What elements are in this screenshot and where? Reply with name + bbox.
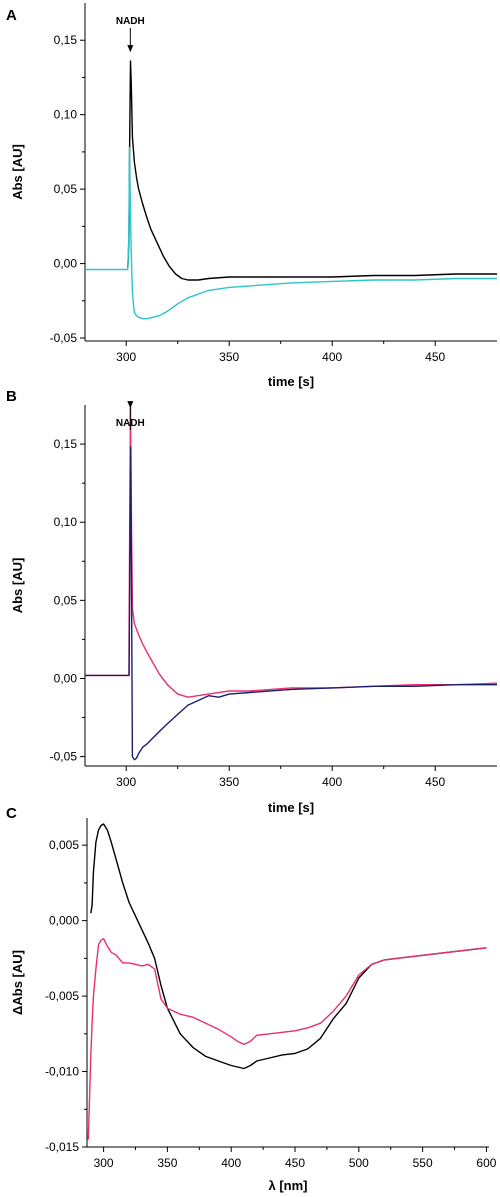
panel-a-y-tick-label: 0,15 [54, 33, 78, 47]
panel-b-x-tick-label: 300 [116, 775, 136, 789]
panel-b-y-tick-label: -0,05 [50, 750, 78, 764]
panel-c-series-1-line [90, 823, 487, 1070]
panel-b: B 300 350 400 450 -0,05 0,00 0,05 0,10 0,15 time [… [6, 388, 498, 815]
panel-b-x-tick-label: 350 [219, 775, 239, 789]
panel-b-x-axis-label: time [s] [268, 800, 314, 815]
panel-a-x-tick-label: 350 [219, 350, 239, 364]
panel-b-y-tick-label: 0,10 [54, 515, 78, 529]
panel-c-y-tick-label: -0,005 [45, 989, 79, 1003]
panel-c-x-tick-label: 450 [285, 1156, 305, 1170]
panel-a-x-tick-label: 400 [322, 350, 342, 364]
panel-c-y-tick-label: -0,015 [45, 1140, 79, 1154]
panel-b-y-tick-label: 0,00 [54, 671, 78, 685]
panel-a-x-tick-label: 450 [425, 350, 445, 364]
panel-b-letter: B [6, 388, 17, 405]
panel-a-y-axis-label: Abs [AU] [10, 144, 25, 200]
panel-a-letter: A [6, 7, 17, 24]
panel-c-x-axis-label: λ [nm] [269, 1178, 308, 1193]
panel-c-y-tick-label: -0,010 [45, 1065, 79, 1079]
panel-a-y-tick-label: 0,05 [54, 182, 78, 196]
panel-c-series-2-line [87, 938, 487, 1140]
panel-a: A 300 350 400 450 -0,05 0,00 0,05 0,10 0,15 time [… [6, 3, 497, 389]
panel-c-x-tick-label: 300 [94, 1156, 114, 1170]
panel-c-x-tick-label: 350 [157, 1156, 177, 1170]
panel-c: C 300 350 400 450 500 550 600 -0,015 -0,010 -0,005… [6, 805, 497, 1193]
panel-b-x-tick-label: 450 [425, 775, 445, 789]
panel-a-y-tick-label: 0,00 [54, 257, 78, 271]
panel-a-x-axis-label: time [s] [268, 374, 314, 389]
panel-a-series-2-line [85, 146, 497, 320]
panel-c-x-tick-label: 400 [221, 1156, 241, 1170]
panel-b-y-axis-label: Abs [AU] [10, 558, 25, 614]
panel-b-series-1-line [85, 404, 498, 698]
panel-c-x-tick-label: 500 [349, 1156, 369, 1170]
panel-c-x-tick-label: 550 [413, 1156, 433, 1170]
panel-b-y-tick-label: 0,05 [54, 593, 78, 607]
panel-a-series-1-line [127, 60, 497, 281]
panel-c-x-tick-label: 600 [476, 1156, 496, 1170]
panel-c-y-tick-label: 0,000 [49, 914, 79, 928]
panel-a-y-tick-label: 0,10 [54, 108, 78, 122]
panel-a-y-tick-label: -0,05 [50, 331, 78, 345]
panel-c-letter: C [6, 805, 17, 822]
panel-b-annotation-arrowhead [127, 401, 134, 409]
panel-a-x-tick-label: 300 [116, 350, 136, 364]
panel-b-y-tick-label: 0,15 [54, 437, 78, 451]
panel-c-y-tick-label: 0,005 [49, 838, 79, 852]
panel-b-x-tick-label: 400 [322, 775, 342, 789]
panel-a-annotation-label: NADH [116, 16, 145, 27]
panel-a-annotation-arrowhead [127, 45, 134, 53]
panel-c-y-axis-label: ΔAbs [AU] [10, 950, 25, 1015]
panel-b-series-2-line [85, 446, 497, 761]
